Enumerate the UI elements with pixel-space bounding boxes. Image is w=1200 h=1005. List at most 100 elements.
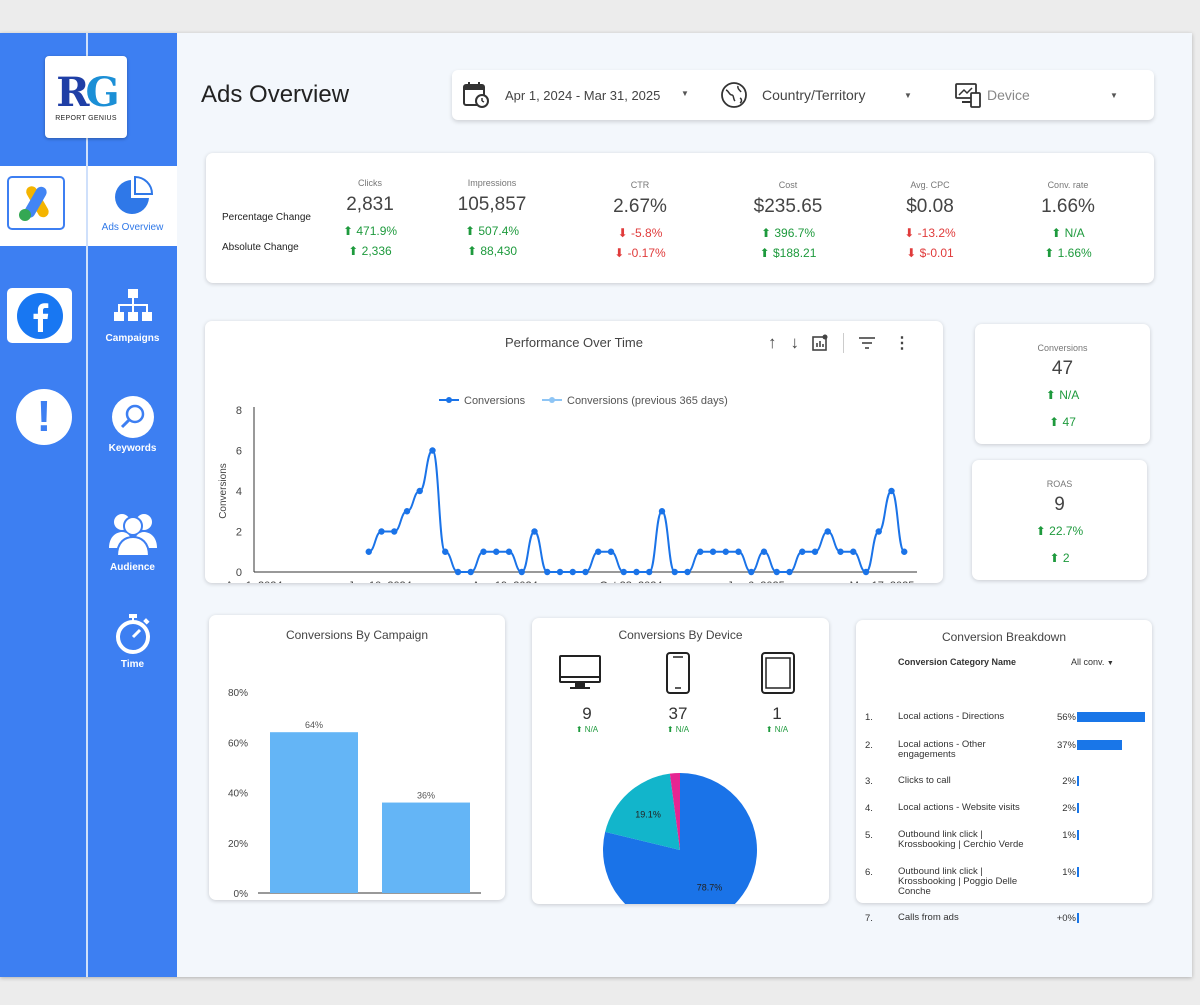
conversions-pct-value: N/A xyxy=(1059,388,1080,402)
kpi-value-clicks: 2,831 xyxy=(346,194,394,215)
pie-chart-icon xyxy=(88,176,177,218)
kpi-scorecard: Percentage Change Absolute Change Clicks… xyxy=(206,153,1154,283)
conversions-data-point[interactable] xyxy=(582,568,589,576)
date-range-filter[interactable]: Apr 1, 2024 - Mar 31, 2025 ▼ xyxy=(462,70,702,120)
kpi-pct-change-impressions: ⬆ 507.4% xyxy=(464,224,520,238)
conversions-data-point[interactable] xyxy=(760,548,768,555)
kpi-label-clicks: Clicks xyxy=(358,178,382,188)
conversions-data-point[interactable] xyxy=(748,568,755,576)
device-value: Device xyxy=(987,87,1030,103)
col-header-value-label: All conv. xyxy=(1071,657,1105,667)
conversions-data-point[interactable] xyxy=(391,528,398,535)
conversions-data-point[interactable] xyxy=(493,548,500,555)
conversions-data-point[interactable] xyxy=(569,568,576,576)
x-tick-label: Aug 19, 2024 xyxy=(472,580,537,583)
conversions-data-point[interactable] xyxy=(620,568,627,576)
nav-ads-overview[interactable]: Ads Overview xyxy=(88,176,177,233)
conversions-data-point[interactable] xyxy=(837,548,844,555)
conversions-data-point[interactable] xyxy=(786,568,793,576)
row-category-name: Local actions - Website visits xyxy=(898,802,1020,813)
conversions-data-point[interactable] xyxy=(429,447,436,454)
conversions-data-point[interactable] xyxy=(862,568,870,576)
conversions-data-point[interactable] xyxy=(454,568,462,576)
nav-time[interactable]: Time xyxy=(88,613,177,670)
conversions-data-point[interactable] xyxy=(556,568,564,576)
conversions-data-point[interactable] xyxy=(467,568,474,576)
conversions-data-point[interactable] xyxy=(518,568,525,576)
mobile-change-value: N/A xyxy=(675,725,690,734)
conversions-data-point[interactable] xyxy=(403,508,411,515)
percentage-change-label: Percentage Change xyxy=(222,212,311,223)
campaign-bar[interactable] xyxy=(270,732,358,893)
row-category-name: Calls from ads xyxy=(898,912,959,923)
conversions-data-point[interactable] xyxy=(709,548,717,555)
campaign-bar[interactable] xyxy=(382,802,470,893)
facebook-icon[interactable] xyxy=(7,288,72,343)
conversions-data-point[interactable] xyxy=(697,548,704,555)
conversions-data-point[interactable] xyxy=(901,548,908,555)
device-filter[interactable]: Device ▼ xyxy=(954,70,1144,120)
conversions-data-point[interactable] xyxy=(633,568,640,576)
kpi-value-avg-cpc: $0.08 xyxy=(906,196,954,217)
roas-pct-value: 22.7% xyxy=(1049,524,1084,538)
sort-descending-icon[interactable]: ↓ xyxy=(790,333,800,352)
nav-campaigns[interactable]: Campaigns xyxy=(88,287,177,344)
alert-icon[interactable]: ! xyxy=(16,389,72,445)
col-header-value[interactable]: All conv. ▼ xyxy=(1071,657,1114,667)
logo-text: REPORT GENIUS xyxy=(55,114,117,122)
kpi-value-conv-rate: 1.66% xyxy=(1041,196,1095,217)
conversions-data-point[interactable] xyxy=(531,528,538,535)
conversions-data-point[interactable] xyxy=(684,568,691,576)
conversions-data-point[interactable] xyxy=(646,568,653,576)
row-number: 6. xyxy=(865,867,873,878)
conversions-data-point[interactable] xyxy=(607,548,615,555)
logo-mark: RG xyxy=(56,68,119,116)
report-genius-logo[interactable]: RG REPORT GENIUS xyxy=(45,56,127,138)
row-category-name: Local actions - Other engagements xyxy=(898,739,986,760)
conversions-data-point[interactable] xyxy=(799,548,806,555)
conversions-data-point[interactable] xyxy=(850,548,857,555)
col-header-name[interactable]: Conversion Category Name xyxy=(898,657,1017,667)
row-value-bar xyxy=(1077,830,1079,840)
conversions-data-point[interactable] xyxy=(773,568,780,576)
country-filter[interactable]: Country/Territory ▼ xyxy=(720,70,920,120)
more-options-icon[interactable]: ⋮ xyxy=(894,335,910,352)
conversions-data-point[interactable] xyxy=(735,548,742,555)
nav-audience[interactable]: Audience xyxy=(88,510,177,573)
country-value: Country/Territory xyxy=(762,87,866,103)
rail-divider xyxy=(86,33,88,977)
pie-slice-tablet[interactable] xyxy=(669,773,680,850)
conversions-data-point[interactable] xyxy=(544,568,551,576)
row-percent: 56% xyxy=(1056,712,1076,723)
conversions-data-point[interactable] xyxy=(722,548,729,555)
row-number: 1. xyxy=(865,712,873,723)
sort-ascending-icon[interactable]: ↑ xyxy=(768,333,777,352)
conversions-data-point[interactable] xyxy=(811,548,819,555)
conversions-data-point[interactable] xyxy=(365,548,372,555)
kpi-label-impressions: Impressions xyxy=(467,178,517,188)
conversions-data-point[interactable] xyxy=(824,528,831,535)
stopwatch-icon xyxy=(88,613,177,655)
conversions-data-point[interactable] xyxy=(671,568,678,576)
desktop-icon xyxy=(559,655,601,689)
pie-slice-mobile[interactable] xyxy=(603,773,757,904)
conversions-data-point[interactable] xyxy=(595,548,602,555)
conversions-abs-value: 47 xyxy=(1062,415,1076,429)
tablet-icon xyxy=(761,652,795,694)
google-ads-icon[interactable] xyxy=(7,176,65,230)
conversions-data-point[interactable] xyxy=(442,548,449,555)
x-tick-label: Jan 6, 2025 xyxy=(727,580,785,583)
filter-icon[interactable] xyxy=(858,336,876,350)
conversions-data-point[interactable] xyxy=(416,487,423,495)
nav-keywords[interactable]: Keywords xyxy=(88,395,177,454)
kpi-abs-change-avg-cpc: ⬇ $-0.01 xyxy=(906,246,954,260)
y-tick-label: 40% xyxy=(228,789,248,800)
conversions-data-point[interactable] xyxy=(505,548,513,555)
conversions-data-point[interactable] xyxy=(888,487,895,495)
conversions-data-point[interactable] xyxy=(658,508,666,515)
conversions-data-point[interactable] xyxy=(378,528,385,535)
conversions-data-point[interactable] xyxy=(480,548,487,555)
chart-options-icon[interactable] xyxy=(811,334,829,352)
pie-slice-desktop[interactable] xyxy=(605,773,680,850)
conversions-data-point[interactable] xyxy=(875,528,882,535)
